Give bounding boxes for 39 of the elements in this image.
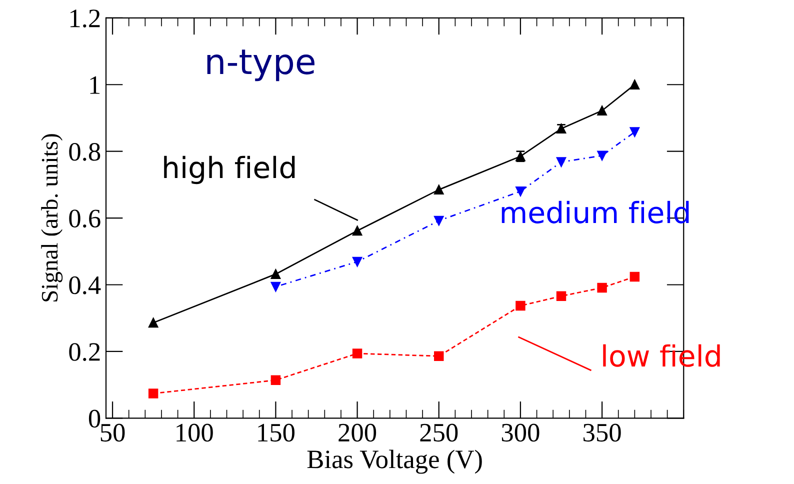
point — [270, 282, 281, 292]
legend-label: high field — [164, 156, 295, 184]
point — [516, 300, 526, 311]
x-tick-label: 100 — [176, 424, 213, 442]
point — [352, 256, 362, 267]
point — [434, 184, 444, 195]
point — [556, 157, 566, 167]
x-tick-label: 150 — [258, 424, 294, 442]
point — [597, 106, 607, 116]
point — [516, 186, 526, 196]
x-tick-label: 50 — [100, 424, 125, 442]
x-tick-label: 300 — [502, 424, 540, 442]
x-tick-label: 250 — [420, 424, 458, 442]
point — [630, 272, 640, 282]
point — [352, 226, 362, 236]
point — [630, 80, 640, 90]
point — [270, 375, 281, 386]
y-tick-label: 1 — [90, 76, 100, 94]
y-axis-title: Signal (arb. units) — [41, 134, 63, 302]
x-tick-label: 350 — [584, 424, 621, 442]
point — [597, 150, 607, 161]
x-tick-label: 200 — [338, 424, 376, 442]
annotation: n-type — [207, 50, 314, 82]
y-tick-label: 0.4 — [69, 276, 101, 294]
point — [556, 291, 566, 301]
point — [434, 351, 444, 361]
y-tick-label: 0.6 — [69, 210, 100, 228]
point — [352, 348, 362, 358]
x-axis-title: Bias Voltage (V) — [307, 450, 482, 474]
point — [630, 127, 640, 137]
y-tick-label: 0.8 — [69, 142, 100, 161]
y-tick-label: 0 — [88, 410, 100, 428]
point — [148, 388, 158, 398]
point — [270, 269, 281, 279]
y-tick-label: 1.2 — [70, 10, 100, 28]
point — [434, 216, 444, 226]
point — [148, 318, 158, 328]
y-tick-label: 0.2 — [69, 343, 100, 361]
point — [597, 282, 607, 293]
